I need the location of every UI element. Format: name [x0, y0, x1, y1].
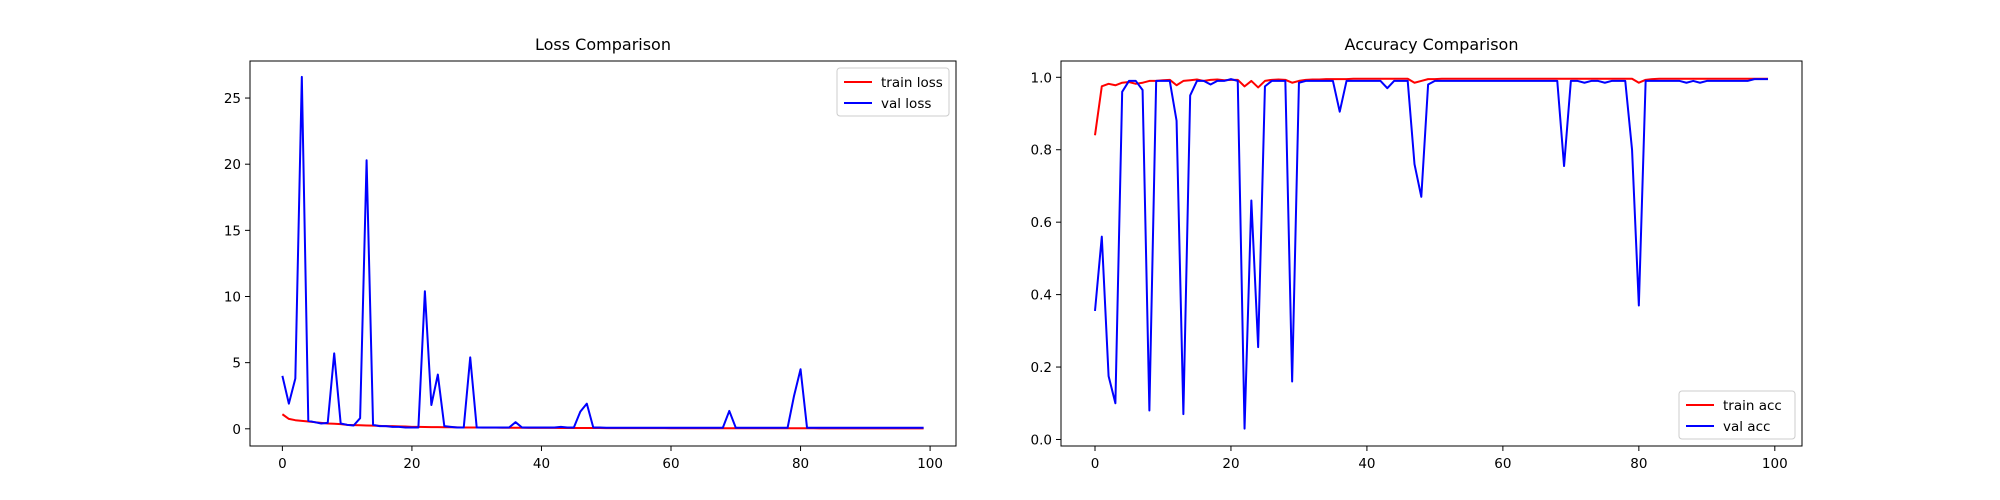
plot-frame [1060, 60, 1803, 447]
series-line-val-loss [281, 75, 924, 429]
y-tick-label: 20 [224, 157, 241, 173]
chart-title: Loss Comparison [535, 35, 671, 54]
y-tick-label: 10 [224, 289, 241, 305]
x-tick-label: 100 [917, 456, 943, 472]
y-tick-label: 0 [232, 422, 241, 438]
legend-label: val acc [1723, 419, 1770, 435]
x-tick-label: 0 [1091, 456, 1100, 472]
x-tick-label: 20 [403, 456, 420, 472]
y-tick-label: 0.0 [1031, 432, 1052, 448]
y-tick-label: 25 [224, 91, 241, 107]
y-tick-label: 0.6 [1031, 215, 1052, 231]
y-tick-label: 1.0 [1031, 70, 1052, 86]
x-tick-label: 60 [1494, 456, 1511, 472]
series-line-train-acc [1093, 77, 1769, 136]
y-tick-label: 5 [232, 356, 241, 372]
x-tick-label: 20 [1222, 456, 1239, 472]
x-tick-label: 40 [1358, 456, 1375, 472]
x-tick-label: 80 [792, 456, 809, 472]
chart-title: Accuracy Comparison [1345, 35, 1519, 54]
x-tick-label: 40 [533, 456, 550, 472]
y-tick-label: 0.8 [1031, 143, 1052, 159]
accuracy-comparison-chart: Accuracy Comparison 0 20 40 60 80 100 0.0 0.2 0.4… [1031, 35, 1803, 472]
legend: train loss val loss [836, 67, 950, 117]
plot-frame [249, 60, 957, 447]
legend-label: train acc [1723, 398, 1782, 414]
y-tick-label: 15 [224, 223, 241, 239]
x-tick-label: 0 [278, 456, 287, 472]
loss-comparison-chart: Loss Comparison 0 20 40 60 80 100 0 5 10 15 20 25 tra… [224, 35, 957, 472]
legend-label: train loss [881, 75, 943, 91]
x-tick-label: 100 [1762, 456, 1788, 472]
x-tick-label: 80 [1630, 456, 1647, 472]
series-line-val-acc [1093, 78, 1769, 430]
legend-label: val loss [881, 96, 931, 112]
y-tick-label: 0.4 [1031, 288, 1052, 304]
y-tick-label: 0.2 [1031, 360, 1052, 376]
legend: train acc val acc [1678, 390, 1796, 440]
x-tick-label: 60 [662, 456, 679, 472]
